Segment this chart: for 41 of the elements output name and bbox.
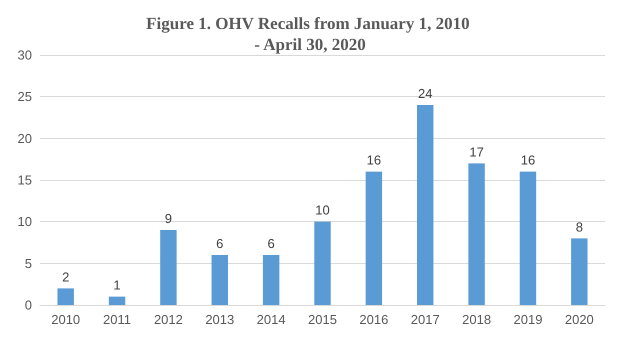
data-label: 6 [268,236,275,251]
bar [417,105,434,305]
x-tick-label: 2012 [154,312,183,327]
data-label: 1 [113,278,121,293]
bar [262,255,280,305]
bar [571,238,588,305]
data-label: 16 [366,152,382,168]
data-label: 24 [418,86,432,101]
y-tick-label: 20 [18,130,32,146]
y-tick-label: 0 [24,298,32,312]
bar [108,296,126,305]
data-label: 9 [164,211,172,226]
data-label: 8 [576,219,583,234]
x-tick-label: 2015 [308,312,337,327]
y-tick-label: 5 [24,256,32,271]
x-tick-label: 2014 [256,312,286,327]
data-label: 6 [216,236,224,251]
bar [468,163,485,305]
x-tick-label: 2018 [462,312,492,327]
x-tick-label: 2011 [103,312,132,327]
chart-title: Figure 1. OHV Recalls from January 1, 2010 - April 30, 2020 [146,14,474,54]
data-label: 16 [520,152,536,168]
y-tick-label: 10 [18,214,32,230]
x-tick-label: 2016 [359,312,388,327]
x-tick-label: 2020 [564,312,594,327]
bar [212,255,228,305]
bar [520,172,536,305]
x-tick-label: 2019 [513,312,542,327]
data-label: 17 [469,144,484,160]
data-label: 10 [315,202,330,218]
y-tick-label: 25 [18,89,32,104]
bar [160,230,177,305]
data-label: 2 [62,269,70,284]
bar [57,288,74,305]
bar [314,222,331,305]
x-tick-label: 2010 [51,312,80,327]
y-tick-label: 30 [18,48,32,62]
x-tick-label: 2013 [205,312,234,327]
x-tick-label: 2017 [410,312,440,327]
y-tick-label: 15 [18,172,32,188]
bar [366,172,382,305]
